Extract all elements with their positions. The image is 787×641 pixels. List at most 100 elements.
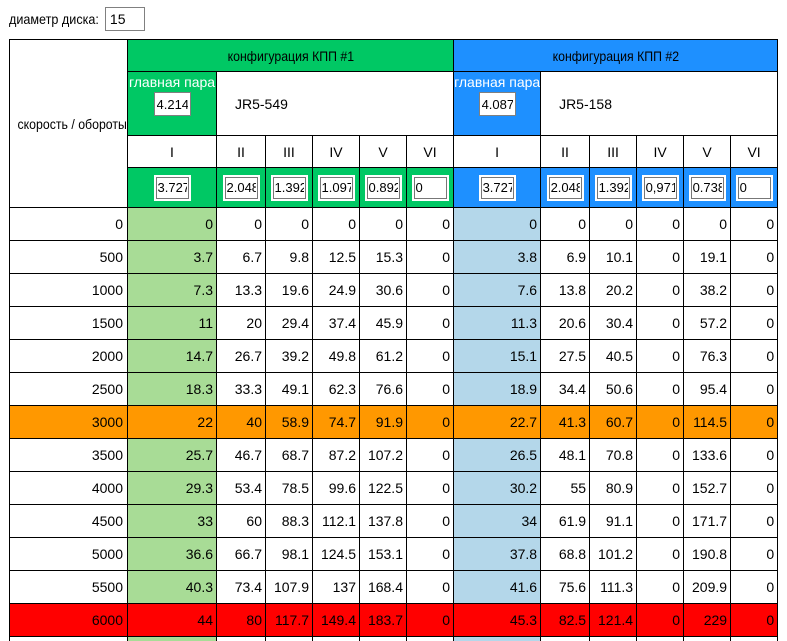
speed-cell: 0: [731, 472, 778, 505]
speed-cell: 68.8: [541, 538, 590, 571]
speed-cell: 101.2: [590, 538, 637, 571]
config-1-title: конфигурация КПП #1: [128, 40, 454, 72]
speed-cell: 111.3: [590, 571, 637, 604]
speed-cell: 91.1: [590, 505, 637, 538]
speed-cell: 0: [731, 538, 778, 571]
speed-cell: 0: [637, 307, 684, 340]
config-2-model: JR5-158: [541, 72, 778, 136]
speed-cell: 137.8: [360, 505, 407, 538]
speed-cell: 0: [731, 406, 778, 439]
speed-cell: 0: [637, 208, 684, 241]
config-1-gear-3-label: III: [266, 136, 313, 168]
speed-cell: 60.7: [590, 406, 637, 439]
gear-ratio-input[interactable]: [412, 175, 449, 201]
speed-cell: 0: [407, 340, 454, 373]
gear-ratio-input[interactable]: [154, 175, 191, 201]
speed-cell: 0: [454, 208, 541, 241]
speed-cell: 34: [454, 505, 541, 538]
rpm-cell: 5000: [10, 538, 128, 571]
speed-cell: [217, 637, 266, 641]
speed-cell: 55: [541, 472, 590, 505]
gear-ratio-input[interactable]: [271, 175, 308, 201]
rpm-cell: 1000: [10, 274, 128, 307]
rpm-cell: 4500: [10, 505, 128, 538]
config-1-main-pair: главная пара: [128, 72, 217, 136]
config-1-gear-6-ratio: [407, 168, 454, 208]
speed-cell: 18.3: [128, 373, 217, 406]
speed-cell: 0: [407, 307, 454, 340]
speed-cell: 49.8: [313, 340, 360, 373]
speed-cell: 18.9: [454, 373, 541, 406]
speed-cell: 46.7: [217, 439, 266, 472]
speed-cell: 0: [360, 208, 407, 241]
gear-ratio-input[interactable]: [689, 175, 726, 201]
speed-cell: 15.1: [454, 340, 541, 373]
speed-cell: [637, 637, 684, 641]
config-1-main-pair-input[interactable]: [154, 92, 191, 116]
speed-cell: 37.8: [454, 538, 541, 571]
speed-cell: 20.2: [590, 274, 637, 307]
speed-cell: 40: [217, 406, 266, 439]
speed-cell: 13.3: [217, 274, 266, 307]
speed-cell: 0: [407, 571, 454, 604]
config-2-gear-3-ratio: [590, 168, 637, 208]
speed-cell: 70.8: [590, 439, 637, 472]
speed-cell: 0: [590, 208, 637, 241]
speed-cell: 10.1: [590, 241, 637, 274]
rpm-cell: 3000: [10, 406, 128, 439]
speed-cell: 44: [128, 604, 217, 637]
speed-cell: 3.7: [128, 241, 217, 274]
gear-ratio-input[interactable]: [479, 175, 516, 201]
gear-ratio-input[interactable]: [547, 175, 584, 201]
config-2-title: конфигурация КПП #2: [454, 40, 778, 72]
rpm-cell: 6000: [10, 604, 128, 637]
speed-cell: 26.5: [454, 439, 541, 472]
main-pair-label: главная пара: [128, 74, 216, 90]
speed-cell: 0: [731, 439, 778, 472]
disk-diameter-input[interactable]: [105, 7, 145, 31]
gear-ratio-input[interactable]: [642, 175, 679, 201]
gear-ratio-input[interactable]: [223, 175, 260, 201]
speed-cell: 114.5: [684, 406, 731, 439]
speed-cell: 107.2: [360, 439, 407, 472]
speed-cell: 124.5: [313, 538, 360, 571]
speed-cell: 19.1: [684, 241, 731, 274]
speed-cell: 149.4: [313, 604, 360, 637]
gear-ratio-input[interactable]: [318, 175, 355, 201]
speed-cell: 0: [731, 373, 778, 406]
speed-cell: [731, 637, 778, 641]
speed-cell: 37.4: [313, 307, 360, 340]
speed-cell: 99.6: [313, 472, 360, 505]
config-1-gear-5-label: V: [360, 136, 407, 168]
speed-cell: 0: [637, 538, 684, 571]
gear-ratio-input[interactable]: [736, 175, 773, 201]
speed-cell: 0: [407, 505, 454, 538]
gear-ratio-input[interactable]: [365, 175, 402, 201]
gear-ratio-input[interactable]: [595, 175, 632, 201]
rpm-cell: 1500: [10, 307, 128, 340]
config-2-gear-1-ratio: [454, 168, 541, 208]
speed-cell: 57.2: [684, 307, 731, 340]
speed-cell: 60: [217, 505, 266, 538]
speed-cell: 61.9: [541, 505, 590, 538]
speed-cell: 49.1: [266, 373, 313, 406]
speed-cell: 0: [407, 373, 454, 406]
speed-cell: 19.6: [266, 274, 313, 307]
speed-cell: 25.7: [128, 439, 217, 472]
config-2-main-pair-input[interactable]: [479, 92, 516, 116]
speed-cell: 24.9: [313, 274, 360, 307]
speed-cell: [128, 637, 217, 641]
speed-cell: 12.5: [313, 241, 360, 274]
speed-cell: 29.3: [128, 472, 217, 505]
speed-cell: 74.7: [313, 406, 360, 439]
speed-cell: 41.6: [454, 571, 541, 604]
speed-cell: 38.2: [684, 274, 731, 307]
config-2-gear-6-ratio: [731, 168, 778, 208]
speed-cell: 75.6: [541, 571, 590, 604]
speed-cell: 61.2: [360, 340, 407, 373]
